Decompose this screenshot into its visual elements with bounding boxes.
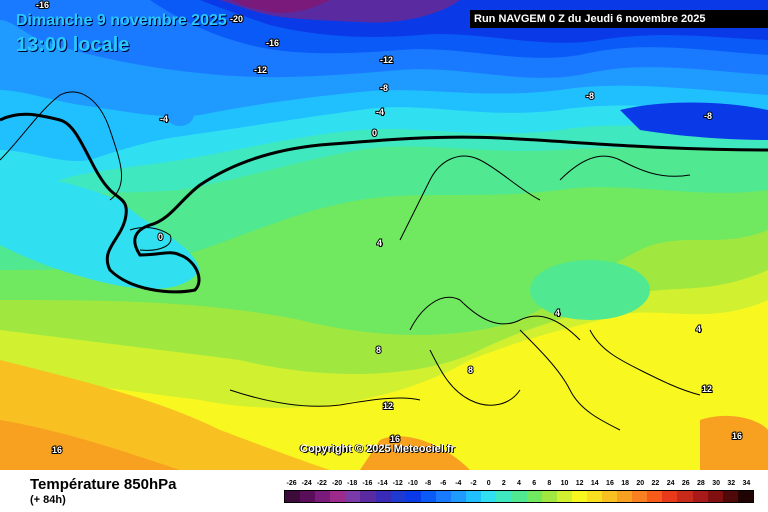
forecast-date: Dimanche 9 novembre 2025: [16, 12, 227, 29]
isotherm-label: 12: [702, 384, 712, 394]
legend-swatch: [285, 491, 301, 502]
legend-label: 16: [606, 480, 614, 487]
isotherm-label: -12: [254, 65, 267, 75]
legend-swatch: [601, 491, 618, 502]
legend-swatch: [692, 491, 708, 502]
legend-label: 30: [712, 480, 720, 487]
legend-swatch: [345, 491, 361, 502]
legend-label: 10: [560, 480, 569, 487]
legend-label: -8: [424, 480, 432, 487]
legend-swatch: [647, 491, 663, 502]
isotherm-label: -8: [704, 111, 712, 121]
legend-swatch: [571, 491, 587, 502]
isotherm-label: 4: [377, 238, 382, 248]
legend-label: 6: [532, 480, 537, 487]
legend-swatch: [466, 491, 482, 502]
legend-swatch: [526, 491, 542, 502]
legend-label: -10: [407, 480, 418, 487]
map-canvas: -20 -16 -16 -12 -12 -8 -8 -8 -4 -4 0 0 4…: [0, 0, 768, 470]
legend-swatch: [481, 491, 497, 502]
isotherm-label: 4: [555, 308, 560, 318]
isotherm-label: -12: [380, 55, 393, 65]
isotherm-label: 8: [468, 365, 473, 375]
legend-label: 26: [681, 480, 690, 487]
legend-label: -14: [377, 480, 388, 487]
legend-label: 4: [517, 480, 521, 487]
legend-swatch: [632, 491, 648, 502]
isotherm-label: -4: [376, 107, 384, 117]
variable-title: Température 850hPa: [30, 476, 177, 493]
legend-swatch: [360, 491, 376, 502]
temperature-map: -20 -16 -16 -12 -12 -8 -8 -8 -4 -4 0 0 4…: [0, 0, 768, 470]
legend-label: -6: [440, 480, 447, 487]
legend-swatch: [662, 491, 678, 502]
legend-swatch: [330, 491, 346, 502]
legend-label: 34: [742, 480, 751, 487]
legend-label: 0: [486, 480, 491, 487]
legend-label: 8: [547, 480, 552, 487]
legend-label: 32: [727, 480, 736, 487]
isotherm-label: -8: [586, 91, 594, 101]
legend-swatch: [300, 491, 316, 502]
legend-label: -26: [286, 480, 297, 487]
color-legend: [284, 490, 754, 503]
legend-label: -22: [316, 480, 327, 487]
legend-labels: -26 -24 -22 -20 -18 -16 -14 -12 -10 -8 -6 -4 -2 0 2 4 6 8…: [284, 480, 754, 490]
legend-swatch: [435, 491, 452, 502]
legend-swatch: [677, 491, 693, 502]
isotherm-label: 16: [732, 431, 742, 441]
footer: Température 850hPa (+ 84h) -26 -24 -22 -20-…: [0, 470, 768, 512]
isotherm-label: -4: [160, 114, 168, 124]
legend-label: 22: [651, 480, 660, 487]
legend-label: 2: [501, 480, 506, 487]
legend-swatch: [390, 491, 406, 502]
legend-swatch: [556, 491, 572, 502]
isotherm-label: 8: [376, 345, 381, 355]
legend-swatch: [737, 491, 753, 502]
legend-swatch: [511, 491, 527, 502]
isotherm-label: 16: [52, 445, 62, 455]
forecast-time: 13:00 locale: [16, 34, 130, 56]
lead-time: (+ 84h): [30, 494, 66, 506]
legend-swatch: [707, 491, 723, 502]
copyright: Copyright © 2025 Meteociel.fr: [300, 443, 455, 455]
legend-label: 12: [575, 480, 584, 487]
legend-swatch: [617, 491, 633, 502]
run-info: Run NAVGEM 0 Z du Jeudi 6 novembre 2025: [470, 10, 768, 28]
isotherm-label: 16: [390, 434, 400, 444]
legend-label: 24: [666, 480, 675, 487]
legend-swatch: [451, 491, 467, 502]
isotherm-label: -16: [36, 0, 49, 10]
legend-swatch: [375, 491, 391, 502]
legend-label: -18: [347, 480, 358, 487]
legend-label: 20: [636, 480, 645, 487]
legend-label: -20: [332, 480, 343, 487]
legend-swatch: [541, 491, 557, 502]
isotherm-label: 12: [383, 401, 393, 411]
legend-swatch: [496, 491, 512, 502]
legend-label: 18: [621, 480, 630, 487]
isotherm-label: -8: [380, 83, 388, 93]
legend-swatch: [315, 491, 331, 502]
legend-label: 14: [590, 480, 599, 487]
legend-swatch: [586, 491, 602, 502]
legend-label: 28: [697, 480, 705, 487]
isotherm-label: 0: [158, 232, 163, 242]
legend-label: -2: [470, 480, 477, 487]
legend-label: -12: [392, 480, 403, 487]
legend-swatch: [420, 491, 436, 502]
isotherm-label: 4: [696, 324, 701, 334]
isotherm-label: 0: [372, 128, 377, 138]
isotherm-label: -20: [230, 14, 243, 24]
legend-label: -16: [362, 480, 373, 487]
legend-label: -4: [455, 480, 462, 487]
legend-swatch: [405, 491, 421, 502]
isotherm-label: -16: [266, 38, 279, 48]
legend-swatch: [722, 491, 738, 502]
legend-label: -24: [301, 480, 312, 487]
